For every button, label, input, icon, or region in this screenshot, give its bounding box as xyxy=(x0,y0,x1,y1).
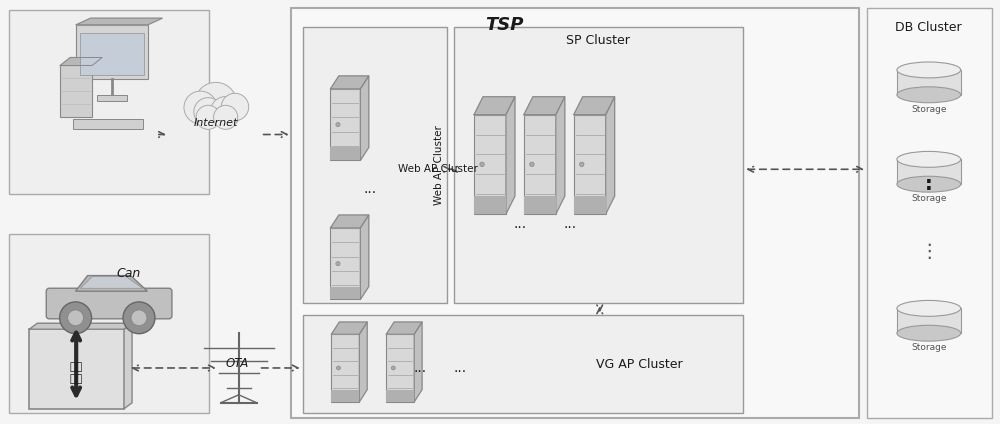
Circle shape xyxy=(336,123,340,127)
Polygon shape xyxy=(524,97,565,114)
Polygon shape xyxy=(330,215,369,228)
Text: ...: ... xyxy=(454,361,467,375)
Text: ...: ... xyxy=(414,361,427,375)
Text: Storage: Storage xyxy=(911,343,947,352)
Circle shape xyxy=(391,366,395,370)
Circle shape xyxy=(68,310,84,326)
Circle shape xyxy=(196,105,220,129)
Ellipse shape xyxy=(897,62,961,78)
Circle shape xyxy=(131,310,147,326)
Bar xyxy=(330,148,360,160)
Ellipse shape xyxy=(897,151,961,167)
Polygon shape xyxy=(60,58,102,65)
Text: Storage: Storage xyxy=(911,105,947,114)
Text: ...: ... xyxy=(563,217,576,231)
Ellipse shape xyxy=(897,325,961,341)
Circle shape xyxy=(530,162,534,167)
Bar xyxy=(60,65,92,117)
Bar xyxy=(867,8,992,418)
Polygon shape xyxy=(386,322,422,334)
Text: Web AP Cluster: Web AP Cluster xyxy=(434,126,444,205)
Text: Can: Can xyxy=(117,267,141,280)
Bar xyxy=(76,25,148,79)
Bar xyxy=(524,196,556,214)
Polygon shape xyxy=(474,97,515,114)
Circle shape xyxy=(195,82,237,124)
Circle shape xyxy=(336,366,340,370)
Text: ⋮: ⋮ xyxy=(919,242,939,261)
Circle shape xyxy=(480,162,484,167)
Bar xyxy=(897,159,961,184)
Polygon shape xyxy=(606,97,615,214)
Circle shape xyxy=(60,302,92,334)
Ellipse shape xyxy=(897,301,961,316)
Bar xyxy=(97,95,127,101)
Polygon shape xyxy=(29,323,132,329)
Text: 车载
终端: 车载 终端 xyxy=(70,362,83,384)
Polygon shape xyxy=(574,97,615,114)
Bar xyxy=(331,334,359,402)
Bar xyxy=(9,10,209,194)
Bar xyxy=(29,329,124,409)
Polygon shape xyxy=(331,322,367,334)
Polygon shape xyxy=(360,215,369,299)
Bar xyxy=(330,228,360,299)
Polygon shape xyxy=(76,18,162,25)
Ellipse shape xyxy=(897,87,961,103)
Bar xyxy=(331,390,359,402)
Polygon shape xyxy=(80,276,143,288)
Bar xyxy=(80,33,144,75)
Polygon shape xyxy=(506,97,515,214)
Bar xyxy=(303,27,447,304)
Bar xyxy=(897,308,961,333)
Bar xyxy=(386,334,414,402)
Bar xyxy=(574,114,606,214)
Circle shape xyxy=(194,98,222,126)
Bar xyxy=(454,27,743,304)
Bar xyxy=(9,234,209,413)
Polygon shape xyxy=(124,323,132,409)
Text: TSP: TSP xyxy=(485,16,523,34)
Circle shape xyxy=(210,97,241,127)
Bar xyxy=(574,196,606,214)
Bar xyxy=(330,89,360,160)
Text: Web AP Cluster: Web AP Cluster xyxy=(398,164,478,174)
Bar xyxy=(303,315,743,413)
FancyBboxPatch shape xyxy=(46,288,172,319)
Text: SP Cluster: SP Cluster xyxy=(566,33,630,47)
Text: Storage: Storage xyxy=(911,194,947,203)
Polygon shape xyxy=(359,322,367,402)
Bar xyxy=(524,114,556,214)
Text: ...: ... xyxy=(364,182,377,196)
Bar xyxy=(474,196,506,214)
Ellipse shape xyxy=(897,176,961,192)
Polygon shape xyxy=(414,322,422,402)
Polygon shape xyxy=(76,276,147,291)
Text: Internet: Internet xyxy=(194,117,238,128)
Polygon shape xyxy=(556,97,565,214)
Text: ...: ... xyxy=(513,217,527,231)
Circle shape xyxy=(214,105,238,129)
Circle shape xyxy=(184,91,217,124)
Bar xyxy=(386,390,414,402)
Circle shape xyxy=(123,302,155,334)
Bar xyxy=(897,70,961,95)
Circle shape xyxy=(221,93,249,120)
Text: VG AP Cluster: VG AP Cluster xyxy=(596,358,683,371)
Bar xyxy=(291,8,859,418)
Circle shape xyxy=(336,262,340,266)
Circle shape xyxy=(580,162,584,167)
Bar xyxy=(330,287,360,299)
Text: DB Cluster: DB Cluster xyxy=(895,21,962,34)
Text: OTA: OTA xyxy=(225,357,248,369)
Bar xyxy=(474,114,506,214)
Text: :: : xyxy=(925,175,933,194)
Polygon shape xyxy=(330,76,369,89)
Bar xyxy=(73,119,143,129)
Polygon shape xyxy=(360,76,369,160)
